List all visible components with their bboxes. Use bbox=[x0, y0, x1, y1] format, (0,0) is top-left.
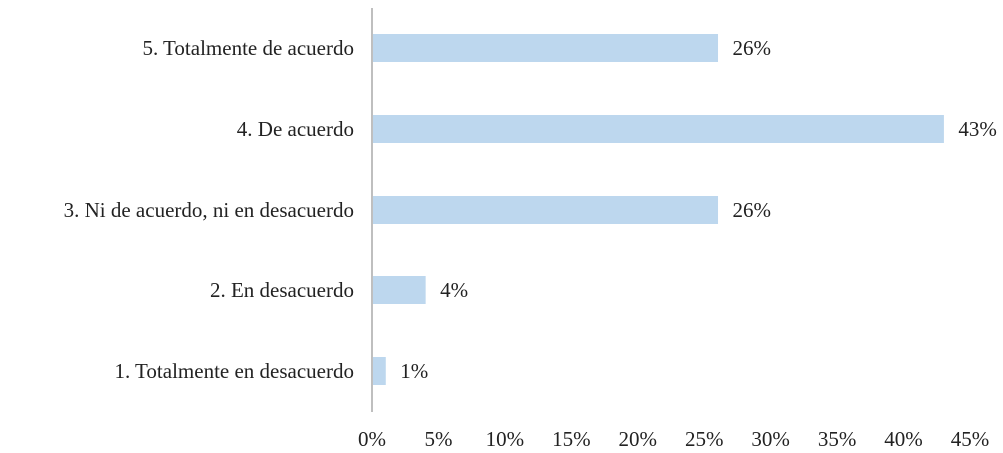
category-label: 3. Ni de acuerdo, ni en desacuerdo bbox=[64, 198, 354, 222]
x-tick-label: 0% bbox=[358, 427, 386, 451]
category-label: 1. Totalmente en desacuerdo bbox=[114, 359, 354, 383]
x-tick-label: 35% bbox=[818, 427, 857, 451]
category-label: 4. De acuerdo bbox=[237, 117, 354, 141]
data-label: 1% bbox=[400, 359, 428, 383]
x-tick-label: 30% bbox=[751, 427, 790, 451]
x-tick-label: 20% bbox=[619, 427, 658, 451]
bar bbox=[372, 196, 719, 224]
bars-layer bbox=[372, 34, 944, 385]
bar bbox=[372, 357, 386, 385]
data-labels: 26% 43% 26% 4% 1% bbox=[400, 36, 997, 383]
bar bbox=[372, 276, 426, 304]
x-tick-label: 15% bbox=[552, 427, 591, 451]
x-tick-labels: 0% 5% 10% 15% 20% 25% 30% 35% 40% 45% bbox=[358, 427, 989, 451]
x-tick-label: 5% bbox=[424, 427, 452, 451]
category-label: 5. Totalmente de acuerdo bbox=[142, 36, 354, 60]
x-tick-label: 40% bbox=[884, 427, 923, 451]
data-label: 26% bbox=[733, 198, 772, 222]
x-tick-label: 45% bbox=[951, 427, 990, 451]
x-tick-label: 10% bbox=[486, 427, 525, 451]
data-label: 26% bbox=[733, 36, 772, 60]
category-label: 2. En desacuerdo bbox=[210, 278, 354, 302]
bar bbox=[372, 115, 944, 143]
data-label: 4% bbox=[440, 278, 468, 302]
category-labels: 5. Totalmente de acuerdo 4. De acuerdo 3. … bbox=[64, 36, 354, 383]
bar bbox=[372, 34, 719, 62]
x-tick-label: 25% bbox=[685, 427, 724, 451]
data-label: 43% bbox=[958, 117, 997, 141]
